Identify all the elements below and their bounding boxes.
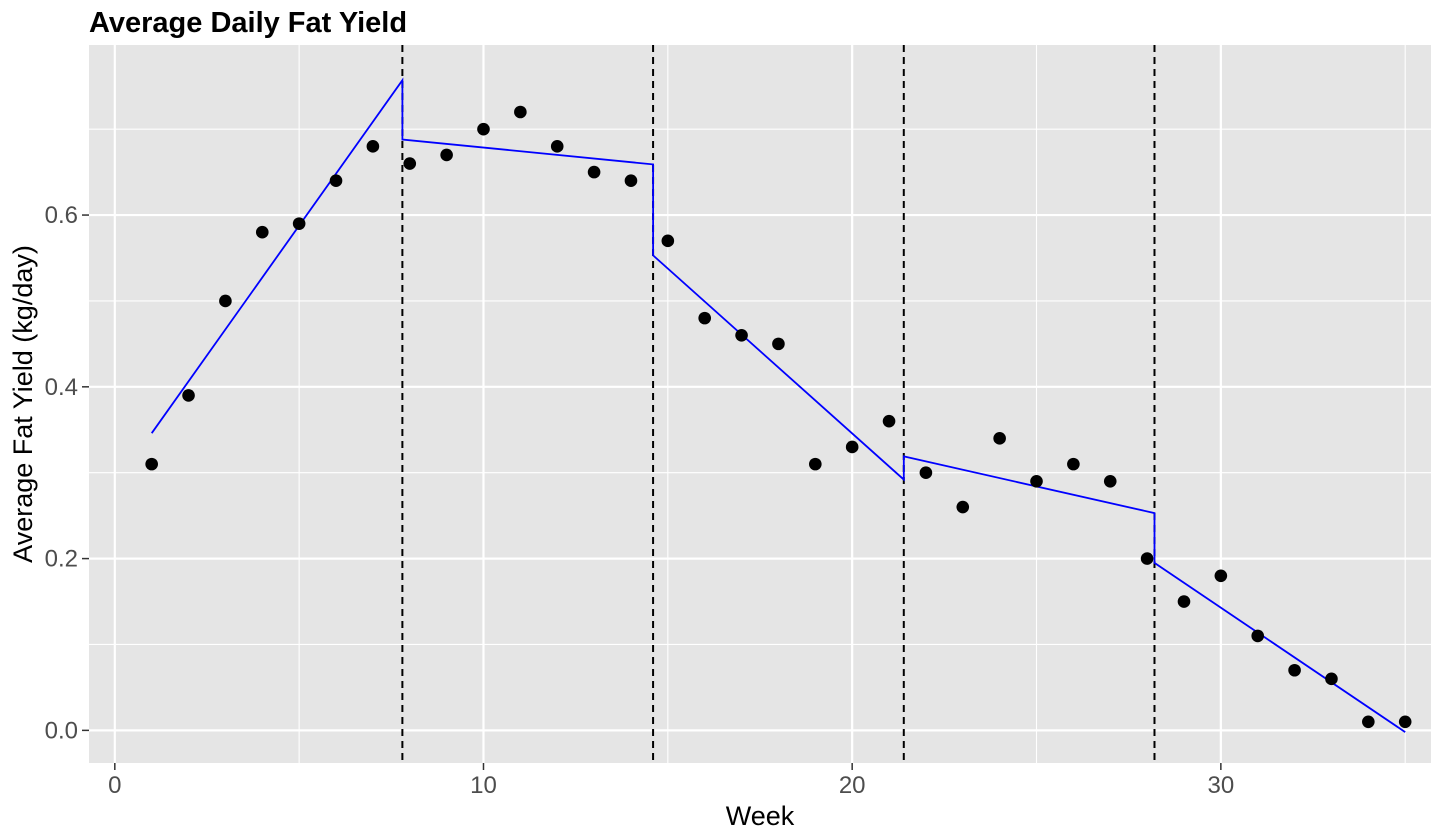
data-point — [1067, 457, 1080, 471]
y-axis-title: Average Fat Yield (kg/day) — [8, 245, 38, 563]
data-points — [145, 105, 1412, 729]
major-gridlines — [89, 45, 1431, 763]
data-point — [735, 328, 748, 342]
data-point — [1177, 595, 1191, 608]
x-tick-label: 10 — [470, 772, 497, 799]
data-point — [661, 234, 675, 248]
data-point — [366, 140, 380, 153]
data-point — [698, 311, 711, 325]
data-point — [845, 440, 859, 454]
plot-panel — [89, 45, 1431, 763]
x-tick-label: 0 — [108, 772, 121, 799]
data-point — [514, 105, 527, 119]
data-point — [1398, 715, 1412, 729]
data-point — [772, 337, 785, 351]
data-point — [550, 140, 564, 153]
data-point — [440, 148, 453, 162]
x-axis-title: Week — [726, 801, 795, 831]
data-point — [255, 225, 269, 239]
fitted-line-group — [150, 77, 1406, 733]
data-point — [587, 165, 601, 179]
data-point — [403, 157, 417, 170]
y-tick-label: 0.6 — [45, 202, 78, 229]
data-point — [1214, 569, 1228, 583]
data-point — [809, 457, 822, 471]
x-axis: 0 10 20 30 — [108, 763, 1234, 799]
data-point — [1362, 715, 1375, 729]
data-point — [292, 217, 306, 230]
data-point — [1103, 474, 1117, 488]
data-point — [145, 457, 158, 471]
data-point — [1325, 672, 1338, 686]
data-point — [182, 389, 195, 402]
data-point — [477, 122, 490, 136]
y-tick-label: 0.0 — [45, 717, 78, 744]
data-point — [1030, 474, 1043, 488]
x-tick-label: 30 — [1208, 772, 1235, 799]
y-tick-label: 0.4 — [45, 374, 78, 401]
data-point — [329, 174, 343, 187]
data-point — [219, 294, 232, 308]
x-tick-label: 20 — [839, 772, 866, 799]
data-point — [993, 432, 1006, 445]
data-point — [1288, 663, 1301, 677]
data-point — [1251, 629, 1265, 643]
data-point — [624, 174, 638, 187]
data-point — [919, 466, 933, 480]
chart-title: Average Daily Fat Yield — [89, 7, 407, 39]
minor-gridlines — [89, 45, 1431, 763]
y-tick-label: 0.2 — [45, 546, 78, 573]
y-axis: 0.0 0.2 0.4 0.6 — [45, 202, 89, 744]
data-point — [882, 414, 896, 428]
data-point — [1140, 552, 1154, 565]
data-point — [956, 500, 970, 514]
fitted-line — [150, 77, 1406, 733]
